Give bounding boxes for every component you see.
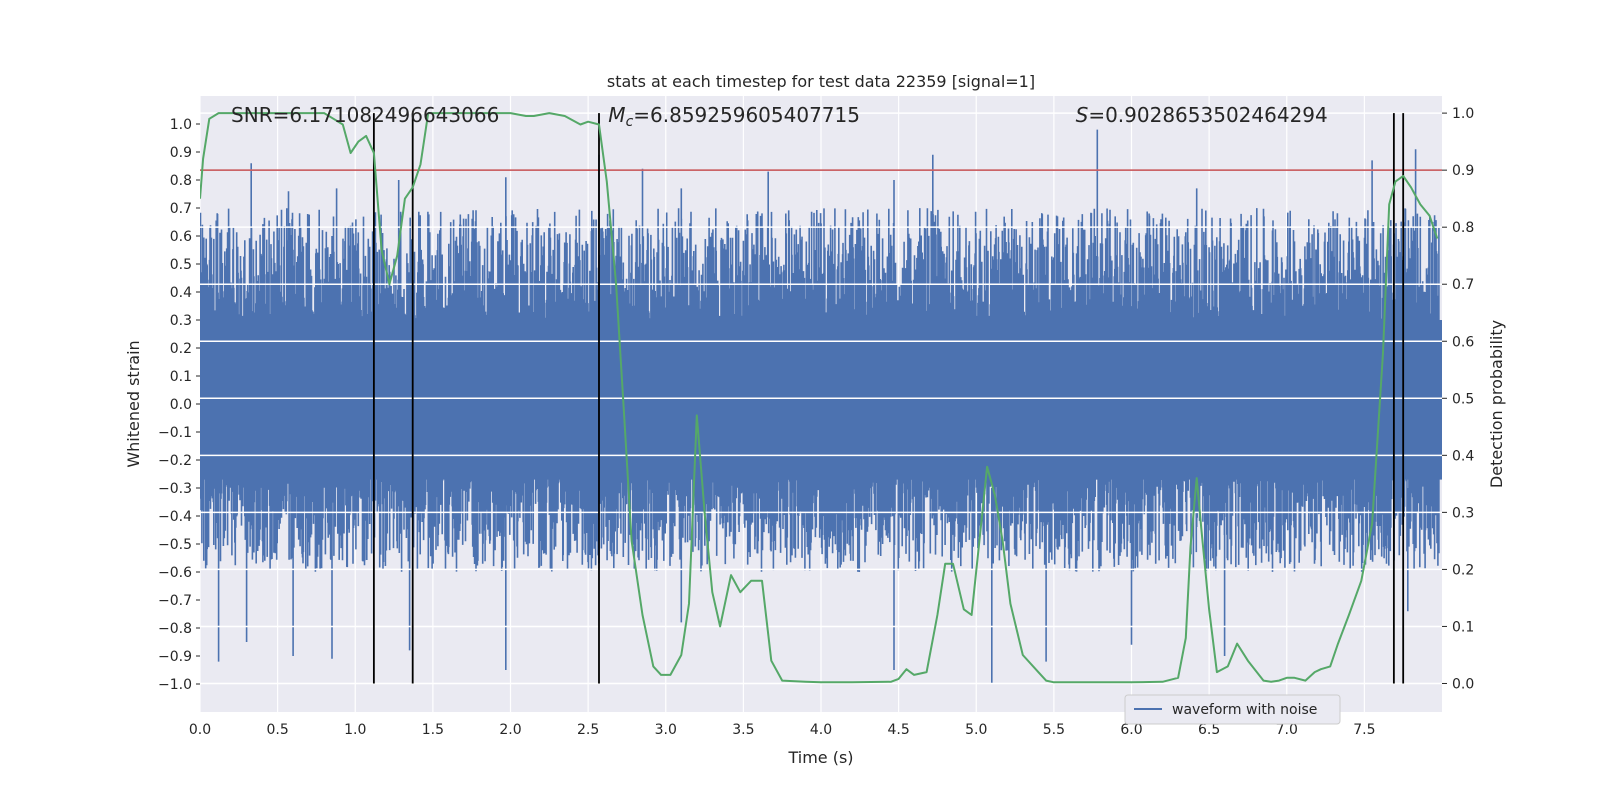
y-tick-label: 0.3 — [170, 313, 192, 329]
legend: waveform with noise — [1124, 694, 1341, 725]
y-tick-label: −1.0 — [158, 677, 192, 693]
y2-tick-label: 0.2 — [1452, 562, 1474, 578]
y2-tick-label: 0.4 — [1452, 448, 1474, 464]
y-tick-label: 1.0 — [170, 117, 192, 133]
annotation-text: Mc=6.859259605407715 — [608, 103, 860, 130]
right-axis-grid — [200, 112, 1447, 685]
y-tick-label: 0.5 — [170, 257, 192, 273]
y-tick-labels: 1.0 0.9 0.8 0.7 0.6 0.5 0.4 0.3 0.2 0.1 0.0 −0.1 −0.… — [158, 117, 192, 693]
y2-tick-label: 0.9 — [1452, 163, 1474, 179]
y2-tick-label: 0.8 — [1452, 220, 1474, 236]
y2-tick-label: 0.7 — [1452, 277, 1474, 293]
x-tick-label: 0.0 — [189, 722, 211, 738]
annotations: SNR=6.171082496643066 Mc=6.85925960540771… — [231, 103, 1328, 130]
x-tick-label: 7.0 — [1276, 722, 1298, 738]
annotation-text: S=0.9028653502464294 — [1076, 103, 1328, 127]
y-grid — [196, 123, 200, 685]
chart-title: stats at each timestep for test data 223… — [607, 72, 1035, 91]
x-tick-label: 3.5 — [732, 722, 754, 738]
x-tick-label: 5.5 — [1043, 722, 1065, 738]
y-tick-label: 0.2 — [170, 341, 192, 357]
x-tick-label: 6.0 — [1120, 722, 1142, 738]
x-tick-label: 4.5 — [887, 722, 909, 738]
y-tick-label: −0.1 — [158, 425, 192, 441]
y-tick-label: −0.4 — [158, 509, 192, 525]
x-tick-label: 0.5 — [266, 722, 288, 738]
y2-tick-label: 0.1 — [1452, 619, 1474, 635]
x-axis-label: Time (s) — [787, 748, 853, 767]
x-tick-label: 7.5 — [1353, 722, 1375, 738]
y-tick-label: 0.6 — [170, 229, 192, 245]
legend-box — [1124, 694, 1341, 725]
y-tick-label: −0.6 — [158, 565, 192, 581]
y2-tick-label: 1.0 — [1452, 106, 1474, 122]
annotation-text: SNR=6.171082496643066 — [231, 103, 499, 127]
waveform-series — [200, 129, 1442, 684]
y2-tick-labels: 1.0 0.9 0.8 0.7 0.6 0.5 0.4 0.3 0.2 0.1 0.0 — [1452, 106, 1474, 692]
y-tick-label: 0.0 — [170, 397, 192, 413]
y-axis-label: Whitened strain — [124, 340, 143, 467]
legend-label: waveform with noise — [1172, 702, 1317, 718]
vertical-lines-layer — [372, 113, 1405, 684]
y-tick-label: −0.7 — [158, 593, 192, 609]
y-tick-label: 0.1 — [170, 369, 192, 385]
x-tick-label: 6.5 — [1198, 722, 1220, 738]
x-tick-label: 3.0 — [655, 722, 677, 738]
y-tick-label: 0.9 — [170, 145, 192, 161]
x-tick-label: 2.5 — [577, 722, 599, 738]
detection-probability-line — [200, 112, 1439, 684]
y-tick-label: −0.8 — [158, 621, 192, 637]
x-tick-label: 4.0 — [810, 722, 832, 738]
x-tick-label: 2.0 — [499, 722, 521, 738]
y-tick-label: −0.9 — [158, 649, 192, 665]
x-tick-labels: 0.0 0.5 1.0 1.5 2.0 2.5 3.0 3.5 4.0 4.5 5.0 5.5 6.0 6… — [189, 722, 1376, 738]
y2-tick-label: 0.5 — [1452, 391, 1474, 407]
y2-tick-label: 0.6 — [1452, 334, 1474, 350]
y-tick-label: −0.3 — [158, 481, 192, 497]
y-tick-label: 0.7 — [170, 201, 192, 217]
x-tick-label: 1.5 — [422, 722, 444, 738]
y-tick-label: 0.8 — [170, 173, 192, 189]
y2-tick-label: 0.0 — [1452, 676, 1474, 692]
y-tick-label: −0.2 — [158, 453, 192, 469]
y-tick-label: −0.5 — [158, 537, 192, 553]
x-tick-label: 1.0 — [344, 722, 366, 738]
y2-tick-label: 0.3 — [1452, 505, 1474, 521]
probability-series — [200, 112, 1439, 684]
y-tick-label: 0.4 — [170, 285, 192, 301]
x-tick-label: 5.0 — [965, 722, 987, 738]
y2-axis-label: Detection probability — [1487, 320, 1506, 488]
